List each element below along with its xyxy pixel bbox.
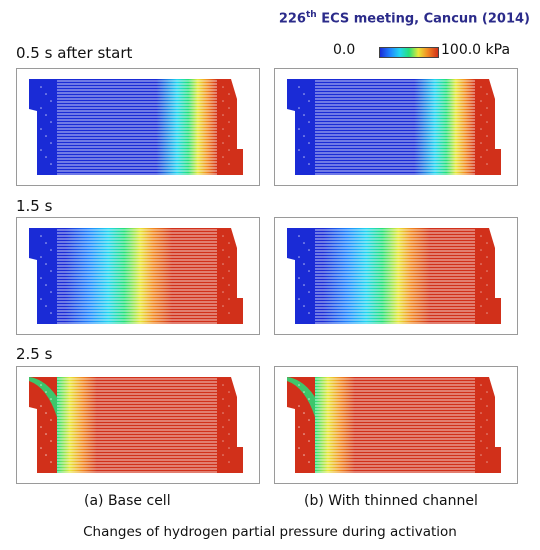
- row-label-0-5s: 0.5 s after start: [16, 44, 133, 62]
- outlet-manifold: [475, 377, 501, 473]
- row-label-2-5s: 2.5 s: [16, 345, 53, 363]
- inlet-manifold: [287, 377, 315, 473]
- conference-suffix: th: [305, 10, 317, 20]
- panel-thinned-2-5s: [274, 366, 518, 484]
- colorbar: [379, 47, 439, 58]
- outlet-manifold: [217, 79, 243, 175]
- colorbar-min-label: 0.0: [333, 42, 356, 58]
- inlet-manifold: [287, 79, 315, 175]
- conference-title: 226th ECS meeting, Cancun (2014): [260, 10, 530, 26]
- outlet-manifold: [475, 228, 501, 324]
- figure-caption: Changes of hydrogen partial pressure dur…: [83, 524, 457, 540]
- panel-base-2-5s: [16, 366, 260, 484]
- inlet-manifold: [29, 228, 57, 324]
- inlet-manifold: [29, 79, 57, 175]
- outlet-manifold: [217, 228, 243, 324]
- conference-number: 226: [278, 11, 306, 27]
- panel-base-0-5s: [16, 68, 260, 186]
- panel-thinned-1-5s: [274, 217, 518, 335]
- outlet-manifold: [217, 377, 243, 473]
- colorbar-max-label: 100.0 kPa: [441, 42, 511, 58]
- row-label-1-5s: 1.5 s: [16, 197, 53, 215]
- panel-base-1-5s: [16, 217, 260, 335]
- caption-thinned-channel: (b) With thinned channel: [304, 493, 478, 509]
- conference-details: ECS meeting, Cancun (2014): [316, 11, 530, 27]
- inlet-manifold: [287, 228, 315, 324]
- panel-thinned-0-5s: [274, 68, 518, 186]
- outlet-manifold: [475, 79, 501, 175]
- inlet-manifold: [29, 377, 57, 473]
- caption-base-cell: (a) Base cell: [84, 493, 171, 509]
